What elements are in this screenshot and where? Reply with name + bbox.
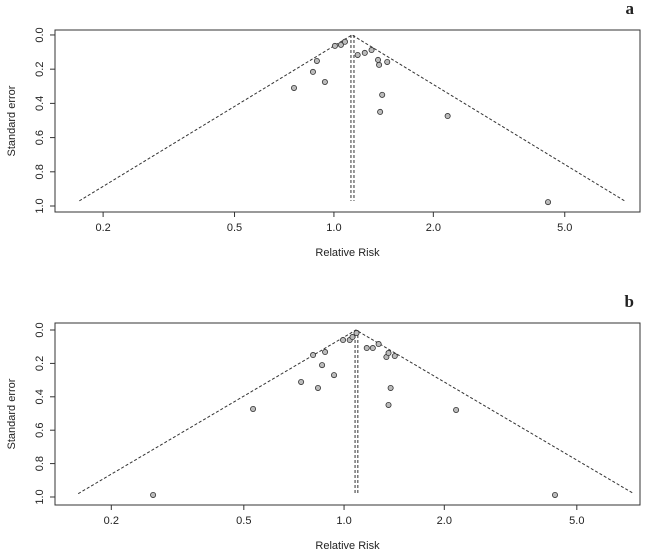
study-point [331, 372, 338, 379]
y-tick-label: 0.8 [34, 164, 46, 179]
study-point [379, 91, 386, 98]
study-point [322, 349, 329, 356]
study-point [341, 38, 348, 45]
study-point [337, 41, 344, 48]
x-tick-label: 0.2 [95, 222, 110, 234]
x-tick-label: 0.5 [236, 515, 251, 527]
study-point [250, 405, 257, 412]
y-tick-label: 0.8 [34, 456, 46, 471]
study-point [453, 406, 460, 413]
plot-box [54, 322, 641, 506]
x-tick-label: 0.5 [227, 222, 242, 234]
y-tick-label: 0.4 [34, 96, 46, 111]
plot-box [54, 29, 641, 213]
study-point [391, 353, 398, 360]
study-point [313, 57, 320, 64]
study-point [298, 378, 305, 385]
x-axis-label: Relative Risk [315, 540, 380, 552]
study-point [363, 345, 370, 352]
study-point [385, 350, 392, 357]
x-tick-label: 5.0 [569, 515, 584, 527]
study-point [444, 113, 451, 120]
study-point [331, 42, 338, 49]
y-tick-label: 1.0 [34, 489, 46, 504]
study-point [369, 345, 376, 352]
study-point [354, 51, 361, 58]
y-tick-label: 0.6 [34, 130, 46, 145]
study-point [551, 491, 558, 498]
y-tick-label: 0.0 [34, 27, 46, 42]
y-tick-label: 0.4 [34, 389, 46, 404]
x-axis-label: Relative Risk [315, 247, 380, 259]
study-point [368, 47, 375, 54]
funnel [77, 329, 635, 495]
study-point [375, 56, 382, 63]
x-tick-label: 5.0 [557, 222, 572, 234]
study-point [309, 68, 316, 75]
study-point [384, 58, 391, 65]
y-tick-label: 0.2 [34, 356, 46, 371]
panel-label: b [625, 292, 634, 311]
study-point [340, 337, 347, 344]
study-point [376, 61, 383, 68]
y-axis-label: Standard error [6, 85, 18, 156]
study-point [319, 362, 326, 369]
study-point [361, 49, 368, 56]
x-tick-label: 1.0 [336, 515, 351, 527]
x-tick-label: 2.0 [426, 222, 441, 234]
y-tick-label: 0.0 [34, 322, 46, 337]
y-axis-label: Standard error [6, 378, 18, 449]
y-tick-label: 1.0 [34, 198, 46, 213]
y-tick-label: 0.2 [34, 62, 46, 77]
x-tick-label: 0.2 [104, 515, 119, 527]
study-point [150, 491, 157, 498]
study-point [321, 79, 328, 86]
study-point [375, 341, 382, 348]
study-point [291, 84, 298, 91]
y-tick-label: 0.6 [34, 423, 46, 438]
study-point [314, 384, 321, 391]
study-point [385, 401, 392, 408]
study-point [387, 384, 394, 391]
study-point [353, 330, 360, 337]
funnel [79, 34, 625, 202]
x-tick-label: 1.0 [326, 222, 341, 234]
study-point [310, 352, 317, 359]
study-point [377, 108, 384, 115]
x-tick-label: 2.0 [437, 515, 452, 527]
panel-label: a [626, 0, 635, 18]
study-point [545, 199, 552, 206]
study-point [349, 334, 356, 341]
